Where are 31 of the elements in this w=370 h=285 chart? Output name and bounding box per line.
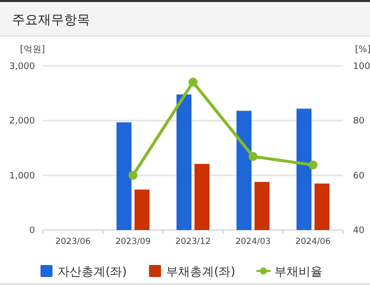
bar bbox=[176, 94, 192, 230]
x-tick-label: 2023/12 bbox=[175, 237, 211, 247]
point bbox=[188, 78, 198, 87]
point bbox=[308, 160, 318, 170]
y2-tick-label: 100 bbox=[353, 62, 370, 72]
y-tick-label: 2,000 bbox=[9, 116, 36, 127]
x-tick-label: 2023/09 bbox=[115, 237, 151, 247]
y2-tick-label: 40 bbox=[353, 226, 365, 236]
legend-label: 부채비율 bbox=[274, 264, 322, 278]
y-axis-title: [억원] bbox=[20, 45, 46, 55]
bar bbox=[236, 110, 252, 230]
y2-tick-label: 80 bbox=[353, 116, 365, 127]
point bbox=[248, 152, 258, 161]
y-tick-label: 1,000 bbox=[9, 171, 36, 182]
y2-tick-label: 60 bbox=[353, 171, 365, 182]
bar bbox=[254, 182, 270, 230]
point bbox=[128, 170, 138, 180]
bar bbox=[296, 108, 312, 230]
bar bbox=[194, 164, 210, 230]
x-tick-label: 2024/03 bbox=[235, 237, 271, 247]
x-tick-label: 2024/06 bbox=[295, 237, 331, 247]
legend-label: 자산총계(좌) bbox=[58, 264, 127, 278]
bar bbox=[134, 190, 150, 230]
y-tick-label: 3,000 bbox=[9, 62, 36, 72]
bar bbox=[116, 122, 132, 230]
chart-title: 주요재무항목 bbox=[12, 13, 90, 28]
x-tick-label: 2023/06 bbox=[55, 237, 91, 247]
y2-axis-title: [%] bbox=[355, 45, 370, 55]
legend-label: 부채총계(좌) bbox=[166, 264, 236, 278]
bar bbox=[314, 184, 330, 230]
y-tick-label: 0 bbox=[29, 226, 36, 236]
